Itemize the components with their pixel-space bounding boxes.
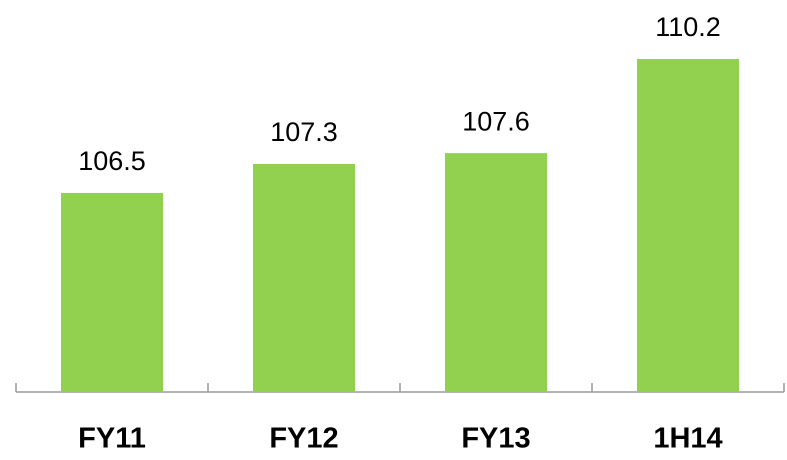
value-label: 107.3 xyxy=(270,117,338,147)
x-tick-label: FY13 xyxy=(461,423,530,455)
value-label: 107.6 xyxy=(462,106,530,136)
bar xyxy=(637,59,739,393)
x-tick-label: FY12 xyxy=(269,423,338,455)
value-label: 110.2 xyxy=(655,12,721,42)
x-tick-label: 1H14 xyxy=(653,423,722,455)
bar xyxy=(445,153,547,392)
bar xyxy=(61,192,163,392)
value-label: 106.5 xyxy=(78,146,146,176)
bar xyxy=(253,164,355,392)
x-tick-label: FY11 xyxy=(78,423,146,455)
